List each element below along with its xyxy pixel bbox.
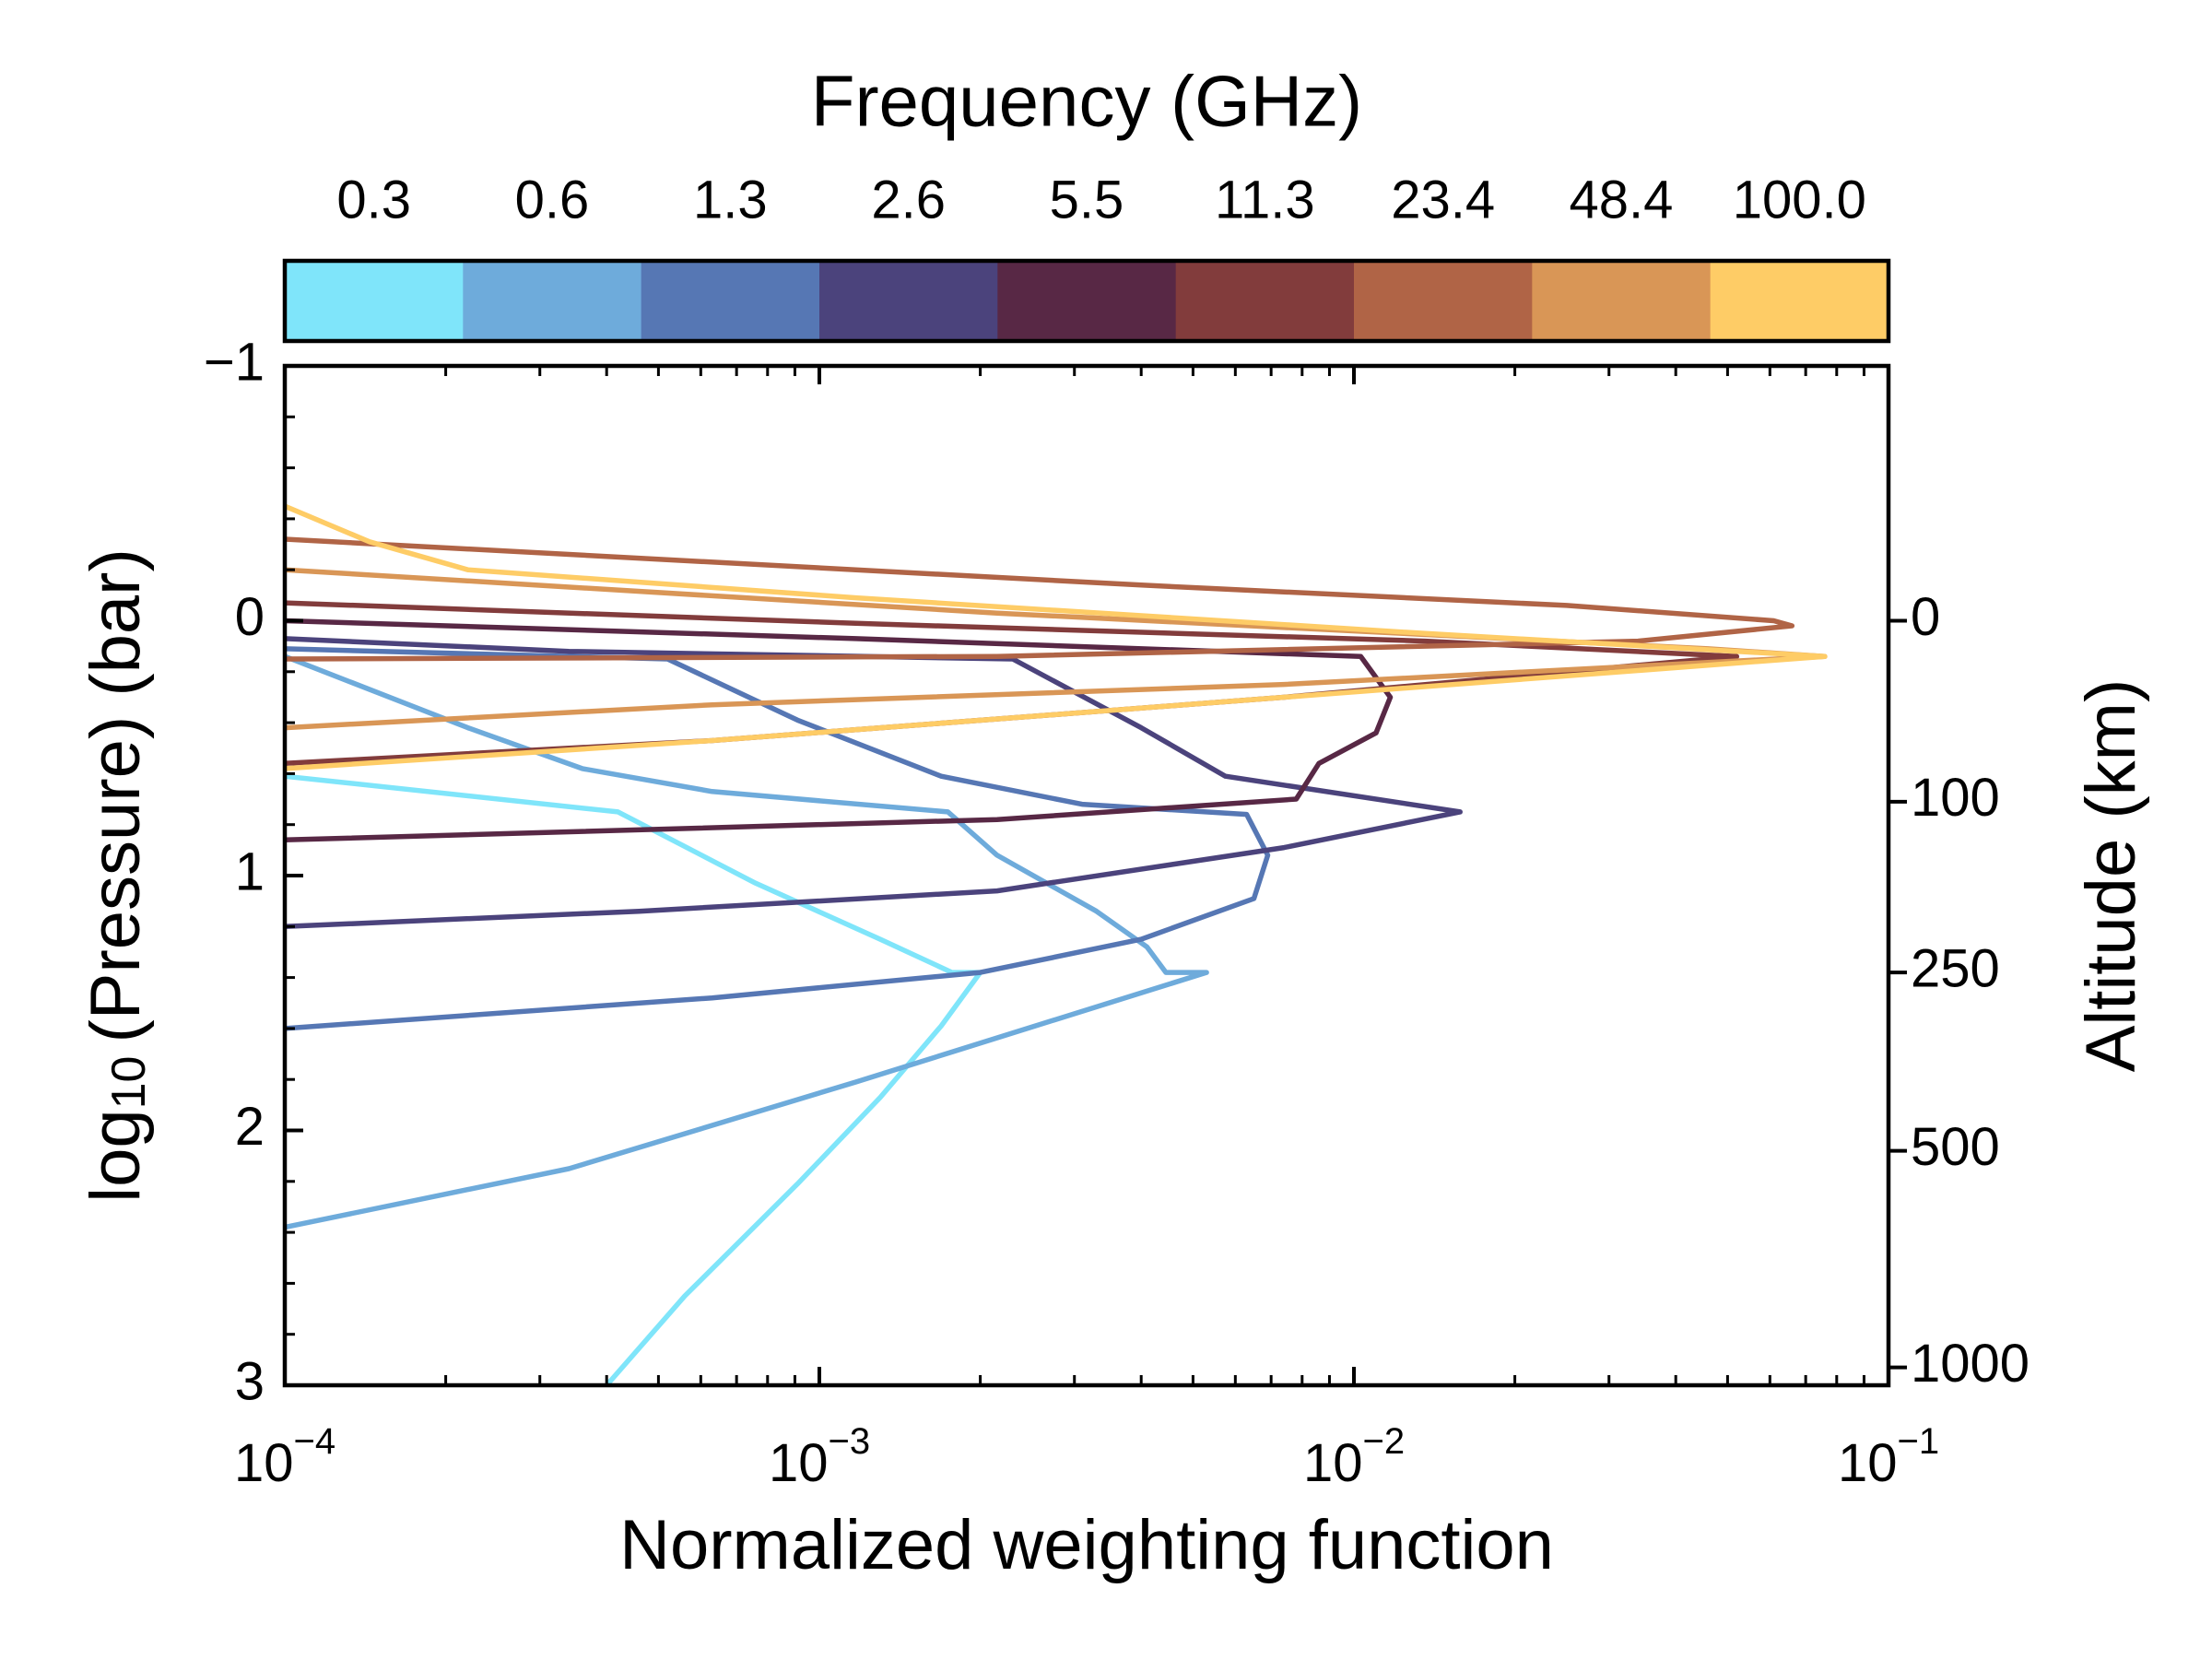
y-tick-label: 3	[235, 1351, 265, 1411]
x-tick-exponent: −4	[293, 1421, 335, 1462]
colorbar-segment	[1710, 261, 1889, 341]
colorbar-segment	[641, 261, 820, 341]
y-tick-label: −1	[204, 332, 265, 392]
weighting-line	[285, 773, 983, 1385]
y-label-prefix: log	[76, 1109, 155, 1202]
weighting-line	[285, 618, 1394, 843]
colorbar-tick-label: 48.4	[1570, 170, 1674, 229]
weighting-line	[285, 653, 1209, 1230]
y2-axis-label: Altitude (km)	[2072, 679, 2150, 1073]
y-label-suffix: (Pressure) (bar)	[76, 548, 155, 1042]
colorbar-segment	[1354, 261, 1533, 341]
weighting-line	[285, 503, 1828, 771]
y-axis-label: log10 (Pressure) (bar)	[76, 548, 156, 1203]
weighting-line	[285, 636, 1463, 930]
y2-tick-label: 0	[1911, 587, 1940, 647]
weighting-line	[285, 536, 1795, 662]
colorbar-title: Frequency (GHz)	[811, 61, 1362, 142]
x-tick-exponent: −3	[828, 1421, 870, 1462]
x-tick-label: 10−2	[1303, 1421, 1405, 1494]
colorbar-tick-label: 100.0	[1733, 170, 1866, 229]
colorbar-segment	[997, 261, 1177, 341]
y-tick-label: 1	[235, 841, 265, 901]
x-tick-base: 10	[234, 1433, 294, 1493]
colorbar-tick-label: 0.6	[515, 170, 590, 229]
colorbar-tick-label: 11.3	[1215, 170, 1315, 229]
colorbar-tick-label: 5.5	[1050, 170, 1124, 229]
colorbar-tick-label: 2.6	[871, 170, 946, 229]
colorbar-tick-label: 1.3	[693, 170, 768, 229]
weighting-line	[285, 646, 1271, 1031]
y2-tick-label: 500	[1911, 1117, 2000, 1177]
colorbar-frame	[282, 258, 1891, 344]
x-tick-base: 10	[769, 1433, 829, 1493]
x-axis-label: Normalized weighting function	[619, 1506, 1554, 1584]
y-label-subscript: 10	[102, 1056, 156, 1110]
x-tick-exponent: −2	[1362, 1421, 1405, 1462]
y-tick-label: 0	[235, 587, 265, 647]
colorbar-segment	[285, 261, 464, 341]
x-tick-label: 10−1	[1838, 1421, 1939, 1494]
x-tick-base: 10	[1838, 1433, 1898, 1493]
y2-tick-label: 100	[1911, 768, 2000, 828]
colorbar-tick-label: 23.4	[1391, 170, 1495, 229]
y2-tick-label: 250	[1911, 938, 2000, 998]
colorbar-segment	[1532, 261, 1712, 341]
colorbar-segment	[819, 261, 998, 341]
y2-tick-label: 1000	[1911, 1334, 2030, 1394]
y-tick-label: 2	[235, 1097, 265, 1157]
x-tick-label: 10−3	[769, 1421, 870, 1494]
x-tick-exponent: −1	[1897, 1421, 1939, 1462]
x-tick-label: 10−4	[234, 1421, 335, 1494]
x-tick-base: 10	[1303, 1433, 1363, 1493]
colorbar-segment	[1175, 261, 1355, 341]
colorbar-segment	[463, 261, 642, 341]
colorbar-tick-label: 0.3	[336, 170, 411, 229]
